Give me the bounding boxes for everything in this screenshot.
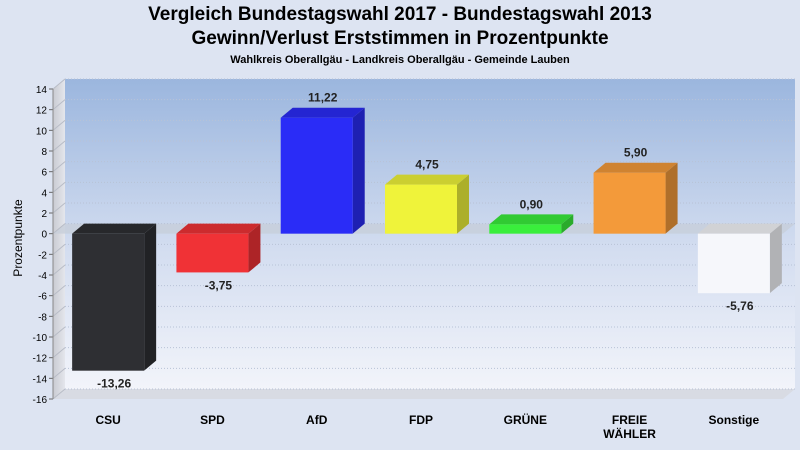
value-label: -5,76	[726, 299, 754, 313]
y-tick-label: 0	[41, 230, 47, 241]
plot-side-wall	[53, 79, 65, 399]
bar-side	[665, 162, 678, 234]
bar-top	[280, 107, 365, 118]
gridline-side	[52, 243, 66, 255]
y-tick-label: -10	[33, 333, 48, 344]
y-tick-label: -14	[33, 374, 48, 385]
bar-front	[697, 233, 770, 294]
gridline-side	[52, 388, 66, 400]
bar-front	[72, 233, 145, 371]
category-label: CSU	[95, 413, 120, 427]
bar-top	[697, 223, 782, 234]
gridline-side	[52, 140, 66, 152]
y-tick-label: -16	[33, 395, 48, 406]
bar-side	[457, 174, 469, 234]
category-label: FREIE	[612, 413, 647, 427]
gridline-side	[52, 367, 66, 379]
y-tick-label: 2	[41, 209, 47, 220]
bar-front	[385, 184, 457, 234]
bar-side	[248, 223, 261, 273]
gridline-side	[52, 181, 66, 193]
bar-side	[144, 223, 157, 371]
gridline-side	[52, 99, 66, 111]
chart-region: Wahlkreis Oberallgäu - Landkreis Oberall…	[230, 54, 570, 66]
bar-fdp	[385, 174, 469, 234]
value-label: 4,75	[415, 158, 439, 172]
y-tick-label: -6	[38, 292, 47, 303]
category-label: WÄHLER	[603, 426, 656, 441]
value-label: 0,90	[520, 197, 544, 211]
gridline-side	[52, 223, 66, 235]
chart-title: Vergleich Bundestagswahl 2017 - Bundesta…	[148, 4, 652, 25]
bar-side	[561, 214, 574, 234]
bar-top	[385, 174, 469, 185]
gridline-side	[52, 264, 66, 276]
y-tick-label: -8	[38, 312, 47, 323]
y-tick-label: 12	[36, 106, 48, 117]
bar-top	[72, 223, 157, 234]
value-label: -13,26	[97, 377, 131, 391]
bar-csu	[72, 223, 157, 371]
category-label: AfD	[306, 413, 328, 427]
y-tick-label: 6	[41, 168, 47, 179]
gridline-side	[52, 119, 66, 131]
plot-back-wall	[65, 79, 795, 389]
bar-freie-wähler	[593, 162, 678, 234]
bar-grüne	[489, 214, 574, 234]
bar-top	[593, 162, 678, 173]
y-tick-label: 4	[41, 188, 47, 199]
bar-sonstige	[697, 223, 782, 294]
bar-front	[176, 233, 249, 273]
y-tick-label: -12	[33, 354, 48, 365]
bar-spd	[176, 223, 261, 273]
category-label: GRÜNE	[504, 412, 547, 427]
bar-top	[489, 214, 574, 225]
value-label: 11,22	[308, 91, 338, 105]
bar-top	[176, 223, 261, 234]
y-tick-label: -2	[38, 250, 47, 261]
y-tick-label: 10	[36, 126, 48, 137]
bar-front	[489, 224, 562, 234]
chart-subtitle: Gewinn/Verlust Erststimmen in Prozentpun…	[191, 28, 609, 49]
bar-front	[280, 117, 353, 234]
bar-afd	[280, 107, 365, 234]
value-label: 5,90	[624, 146, 648, 160]
y-axis-label: Prozentpunkte	[11, 199, 25, 277]
category-label: FDP	[409, 413, 433, 427]
y-tick-label: -4	[38, 271, 47, 282]
value-label: -3,75	[205, 278, 233, 292]
category-label: Sonstige	[709, 413, 760, 427]
bar-front	[593, 172, 666, 234]
gridline-side	[52, 285, 66, 297]
gridline-side	[52, 161, 66, 173]
y-tick-label: 14	[36, 85, 48, 96]
gridline-side	[52, 305, 66, 317]
plot-floor	[53, 389, 795, 399]
y-tick-label: 8	[41, 147, 47, 158]
bar-side	[352, 107, 365, 234]
category-label: SPD	[200, 413, 225, 427]
gridline-side	[52, 347, 66, 359]
gridline-side	[52, 202, 66, 214]
bar-side	[769, 223, 782, 294]
gridline-side	[52, 78, 66, 90]
gridline-side	[52, 326, 66, 338]
